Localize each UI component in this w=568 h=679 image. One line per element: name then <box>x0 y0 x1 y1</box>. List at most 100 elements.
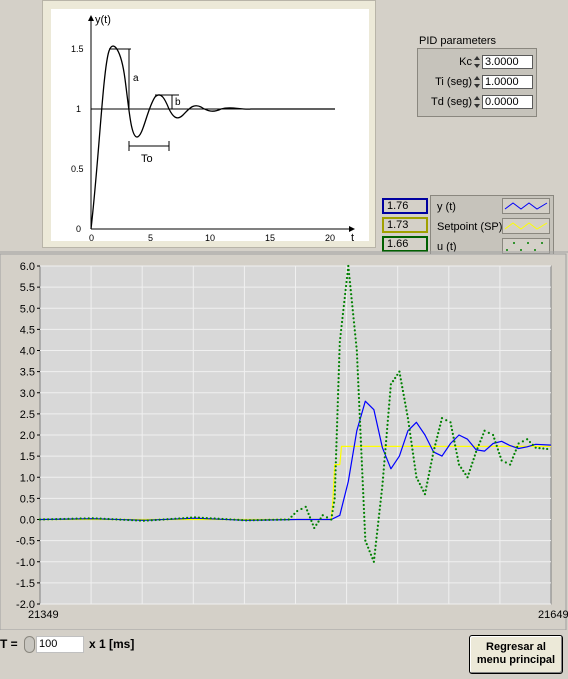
series-u-point <box>336 393 340 396</box>
series-u-point <box>531 443 534 446</box>
series-u-point <box>377 516 380 519</box>
series-u-point <box>410 444 413 447</box>
series-u-point <box>213 517 216 520</box>
series-u-point <box>317 520 320 523</box>
series-u-point <box>514 449 517 452</box>
response-chart[interactable]: 6.0 5.5 5.0 4.5 4.0 3.5 3.0 2.5 2.0 1.5 1.0 0.5 0.0 -… <box>0 250 568 630</box>
series-u-point <box>51 518 54 521</box>
series-u-point <box>256 519 259 522</box>
series-u-point <box>357 396 361 400</box>
series-u-point <box>362 511 366 514</box>
series-u-point <box>504 461 507 464</box>
series-u-point <box>477 443 480 446</box>
diagram-x-tick: 5 <box>148 233 153 241</box>
y-tick-label: 6.0 <box>20 261 35 273</box>
series-u-point <box>381 476 385 479</box>
series-u-point <box>383 460 386 463</box>
series-u-point <box>414 472 417 475</box>
series-u-point <box>337 377 340 380</box>
legend-swatch-y[interactable] <box>502 198 550 214</box>
plot-legend[interactable]: y (t) Setpoint (SP) u (t) <box>430 195 554 257</box>
diagram-x-tick: 0 <box>89 233 94 241</box>
series-u-point <box>400 382 403 385</box>
series-u-point <box>358 404 361 408</box>
legend-swatch-setpoint[interactable] <box>502 218 550 234</box>
series-u-point <box>123 518 126 521</box>
series-u-point <box>360 456 363 459</box>
series-u-point <box>401 386 404 389</box>
y-tick-label: -2.0 <box>16 599 35 611</box>
series-u-point <box>336 421 339 424</box>
series-u-point <box>306 509 309 512</box>
series-u-point <box>493 437 496 440</box>
series-u-point <box>279 518 283 521</box>
series-u-point <box>415 476 418 479</box>
series-u-point <box>433 447 436 450</box>
back-to-main-menu-button[interactable]: Regresar al menu principal <box>469 635 563 674</box>
series-u-point <box>354 337 357 340</box>
series-u-point <box>233 518 236 521</box>
series-u-point <box>304 505 307 508</box>
series-u-point <box>99 517 102 520</box>
ti-spinner[interactable] <box>473 75 481 89</box>
series-u-point <box>63 517 66 521</box>
series-u-point <box>248 519 252 522</box>
series-u-point <box>498 452 501 455</box>
series-u-point <box>460 466 463 469</box>
legend-label-setpoint: Setpoint (SP) <box>437 221 503 233</box>
period-input[interactable]: 100 <box>36 636 84 653</box>
series-u-point <box>341 316 344 320</box>
series-u-point <box>546 447 549 451</box>
y-tick-label: 3.0 <box>20 388 35 400</box>
diagram-y-tick: 1.5 <box>71 44 84 54</box>
series-u-point <box>482 433 485 436</box>
series-u-point <box>534 446 537 449</box>
series-u-point <box>496 448 500 451</box>
series-u-point <box>344 284 348 288</box>
td-spinner[interactable] <box>473 95 481 109</box>
series-u-point <box>439 420 443 423</box>
series-u-point <box>374 540 378 543</box>
series-u-point <box>111 518 114 521</box>
pid-parameters-panel: Kc 3.0000 Ti (seg) 1.0000 Td (seg) 0.000… <box>417 48 537 117</box>
series-u-point <box>417 479 420 482</box>
series-u-point <box>483 429 486 432</box>
series-u-point <box>166 518 169 521</box>
series-u-point <box>71 517 74 520</box>
series-u-point <box>462 469 465 473</box>
series-u-point <box>350 293 353 296</box>
series-u-point <box>353 329 356 332</box>
series-u-point <box>91 517 94 520</box>
series-u-point <box>351 309 354 312</box>
period-spinner[interactable] <box>24 636 35 653</box>
series-u-point <box>410 440 413 443</box>
diagram-label-To: To <box>141 153 153 165</box>
grid <box>40 265 551 605</box>
series-u-point <box>356 369 359 372</box>
td-input[interactable]: 0.0000 <box>482 95 533 109</box>
ti-input[interactable]: 1.0000 <box>482 75 533 89</box>
series-u-point <box>387 415 390 418</box>
series-u-point <box>107 517 110 521</box>
series-u-point <box>369 553 373 556</box>
series-u-point <box>386 423 389 426</box>
series-u-point <box>359 428 362 431</box>
series-u-point <box>363 519 366 522</box>
series-u-point <box>75 517 78 520</box>
legend-label-u: u (t) <box>437 241 457 253</box>
kc-input[interactable]: 3.0000 <box>482 55 533 69</box>
series-u-point <box>381 484 384 487</box>
series-u-point <box>335 425 339 428</box>
series-u-point <box>349 285 352 288</box>
series-u-point <box>319 517 322 520</box>
series-u-point <box>396 373 399 376</box>
series-u <box>38 264 549 563</box>
series-u-point <box>432 450 435 453</box>
series-u-point <box>217 517 220 520</box>
kc-spinner[interactable] <box>473 55 481 69</box>
series-u-point <box>336 397 340 400</box>
series-u-point <box>333 485 337 488</box>
diagram-x-tick: 15 <box>265 233 275 241</box>
series-u-point <box>333 493 336 496</box>
series-u-point <box>394 376 397 380</box>
